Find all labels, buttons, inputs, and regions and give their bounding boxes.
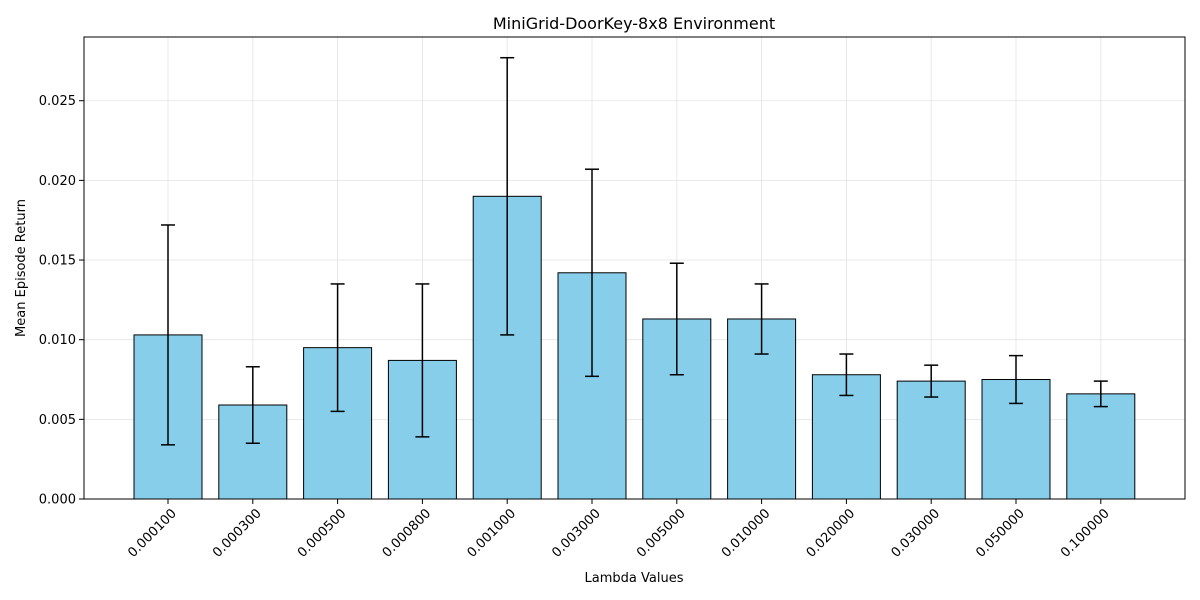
x-tick-label: 0.000500 (295, 506, 349, 560)
plot-frame (83, 36, 1186, 500)
y-tick-label: 0.025 (39, 94, 76, 109)
y-tick-label: 0.000 (39, 493, 76, 508)
y-tick-label: 0.020 (39, 174, 76, 189)
y-tick-label: 0.005 (39, 413, 76, 428)
y-tick-label: 0.015 (39, 254, 76, 269)
x-tick-label: 0.100000 (1058, 506, 1112, 560)
x-tick-label: 0.050000 (973, 506, 1027, 560)
bars (133, 195, 1136, 500)
x-tick-label: 0.020000 (804, 506, 858, 560)
x-tick-label: 0.003000 (549, 506, 603, 560)
bar (1066, 393, 1136, 500)
x-tick-label: 0.030000 (889, 506, 943, 560)
y-tick-label: 0.010 (39, 333, 76, 348)
x-tick-label: 0.000100 (125, 506, 179, 560)
x-axis-label: Lambda Values (585, 571, 684, 586)
error-bars (161, 56, 1108, 446)
x-tick-label: 0.001000 (465, 506, 519, 560)
y-axis-ticks: 0.000 0.005 0.010 0.015 0.020 0.025 (39, 94, 84, 508)
y-axis-label: Mean Episode Return (14, 199, 29, 337)
x-tick-label: 0.000300 (210, 506, 264, 560)
x-tick-label: 0.010000 (719, 506, 773, 560)
x-tick-label: 0.000800 (380, 506, 434, 560)
x-axis-ticks: 0.000100 0.000300 0.000500 0.000800 0.001000… (125, 499, 1113, 561)
x-tick-label: 0.005000 (634, 506, 688, 560)
chart-title: MiniGrid-DoorKey-8x8 Environment (493, 14, 775, 33)
bar (896, 380, 966, 500)
